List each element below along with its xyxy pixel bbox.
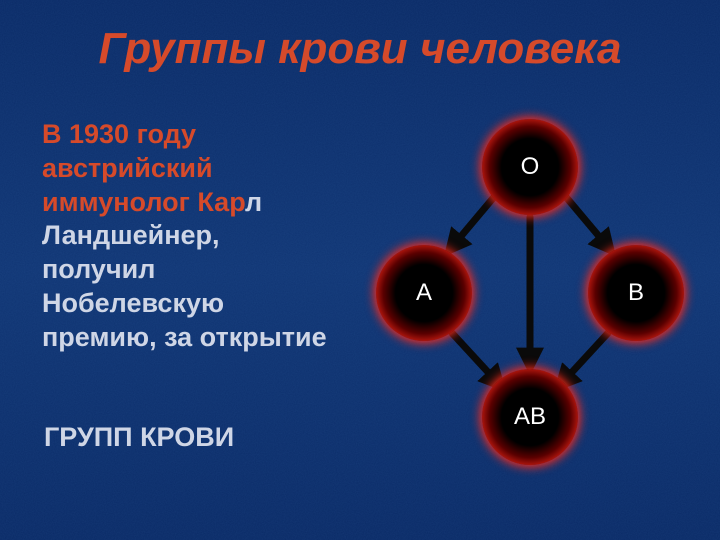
body-highlight: В 1930 году австрийский иммунолог Кар: [42, 119, 245, 217]
blood-cell-label-O: O: [521, 153, 540, 181]
blood-cell-label-B: B: [628, 279, 644, 307]
edge-O-A: [452, 197, 494, 247]
edge-O-B: [566, 197, 608, 247]
blood-cell-A: A: [376, 245, 472, 341]
blood-cell-AB: AB: [482, 369, 578, 465]
page-title: Группы крови человека: [0, 24, 720, 74]
edge-B-AB: [562, 333, 608, 383]
edge-A-AB: [452, 333, 498, 383]
blood-type-diagram: OABAB: [360, 105, 700, 475]
subtitle: ГРУПП КРОВИ: [44, 422, 234, 453]
body-paragraph: В 1930 году австрийский иммунолог Карл Л…: [42, 118, 332, 354]
blood-cell-label-A: A: [416, 279, 432, 307]
blood-cell-O: O: [482, 119, 578, 215]
blood-cell-B: B: [588, 245, 684, 341]
blood-cell-label-AB: AB: [514, 403, 546, 431]
